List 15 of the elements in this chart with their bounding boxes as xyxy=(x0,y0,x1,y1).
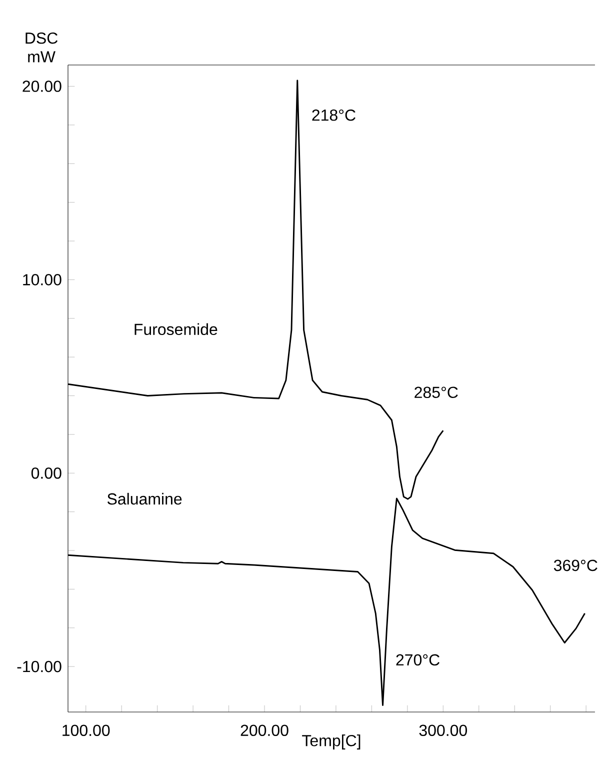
y-axis-title: DSC mW xyxy=(26,32,58,62)
annotation: 218°C xyxy=(312,109,356,121)
y-tick-label: 20.00 xyxy=(22,80,62,92)
annotation: Saluamine xyxy=(107,492,182,505)
annotation: Furosemide xyxy=(134,323,218,336)
x-tick-label: 200.00 xyxy=(240,724,288,736)
annotation: 270°C xyxy=(396,654,440,666)
y-tick-label: -10.00 xyxy=(17,660,62,672)
annotation: 369°C xyxy=(554,560,598,572)
x-tick-label: 100.00 xyxy=(62,724,110,736)
y-tick-label: 0.00 xyxy=(31,467,62,479)
x-axis-title: Temp[C] xyxy=(302,734,360,750)
x-tick-label: 300.00 xyxy=(419,724,467,736)
annotation: 285°C xyxy=(414,386,458,398)
y-tick-label: 10.00 xyxy=(23,274,62,286)
